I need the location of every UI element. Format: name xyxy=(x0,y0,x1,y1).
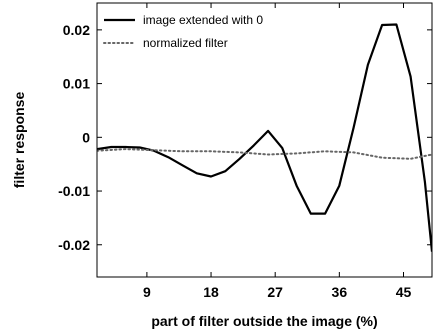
y-tick-label: 0 xyxy=(82,129,90,145)
y-axis-label: filter response xyxy=(11,92,27,189)
x-tick-label: 18 xyxy=(203,284,219,300)
ticks-layer: 9 18 27 36 45 0.02 0.01 0 -0.01 -0.02 xyxy=(58,3,432,300)
x-axis-label: part of filter outside the image (%) xyxy=(151,313,377,329)
series-layer xyxy=(97,23,432,252)
plot-frame xyxy=(96,2,433,278)
series-line-normalized-filter xyxy=(97,148,432,160)
y-tick-label: -0.02 xyxy=(58,237,90,253)
x-tick-label: 45 xyxy=(396,284,412,300)
legend-label: image extended with 0 xyxy=(143,13,263,27)
y-tick-label: 0.02 xyxy=(63,22,90,38)
y-tick-label: 0.01 xyxy=(63,76,90,92)
x-tick-label: 27 xyxy=(267,284,283,300)
legend: image extended with 0 normalized filter xyxy=(103,13,263,50)
legend-label: normalized filter xyxy=(143,36,228,50)
series-line-image-extended xyxy=(97,23,432,252)
x-tick-label: 36 xyxy=(332,284,348,300)
y-tick-label: -0.01 xyxy=(58,183,90,199)
x-tick-label: 9 xyxy=(143,284,151,300)
